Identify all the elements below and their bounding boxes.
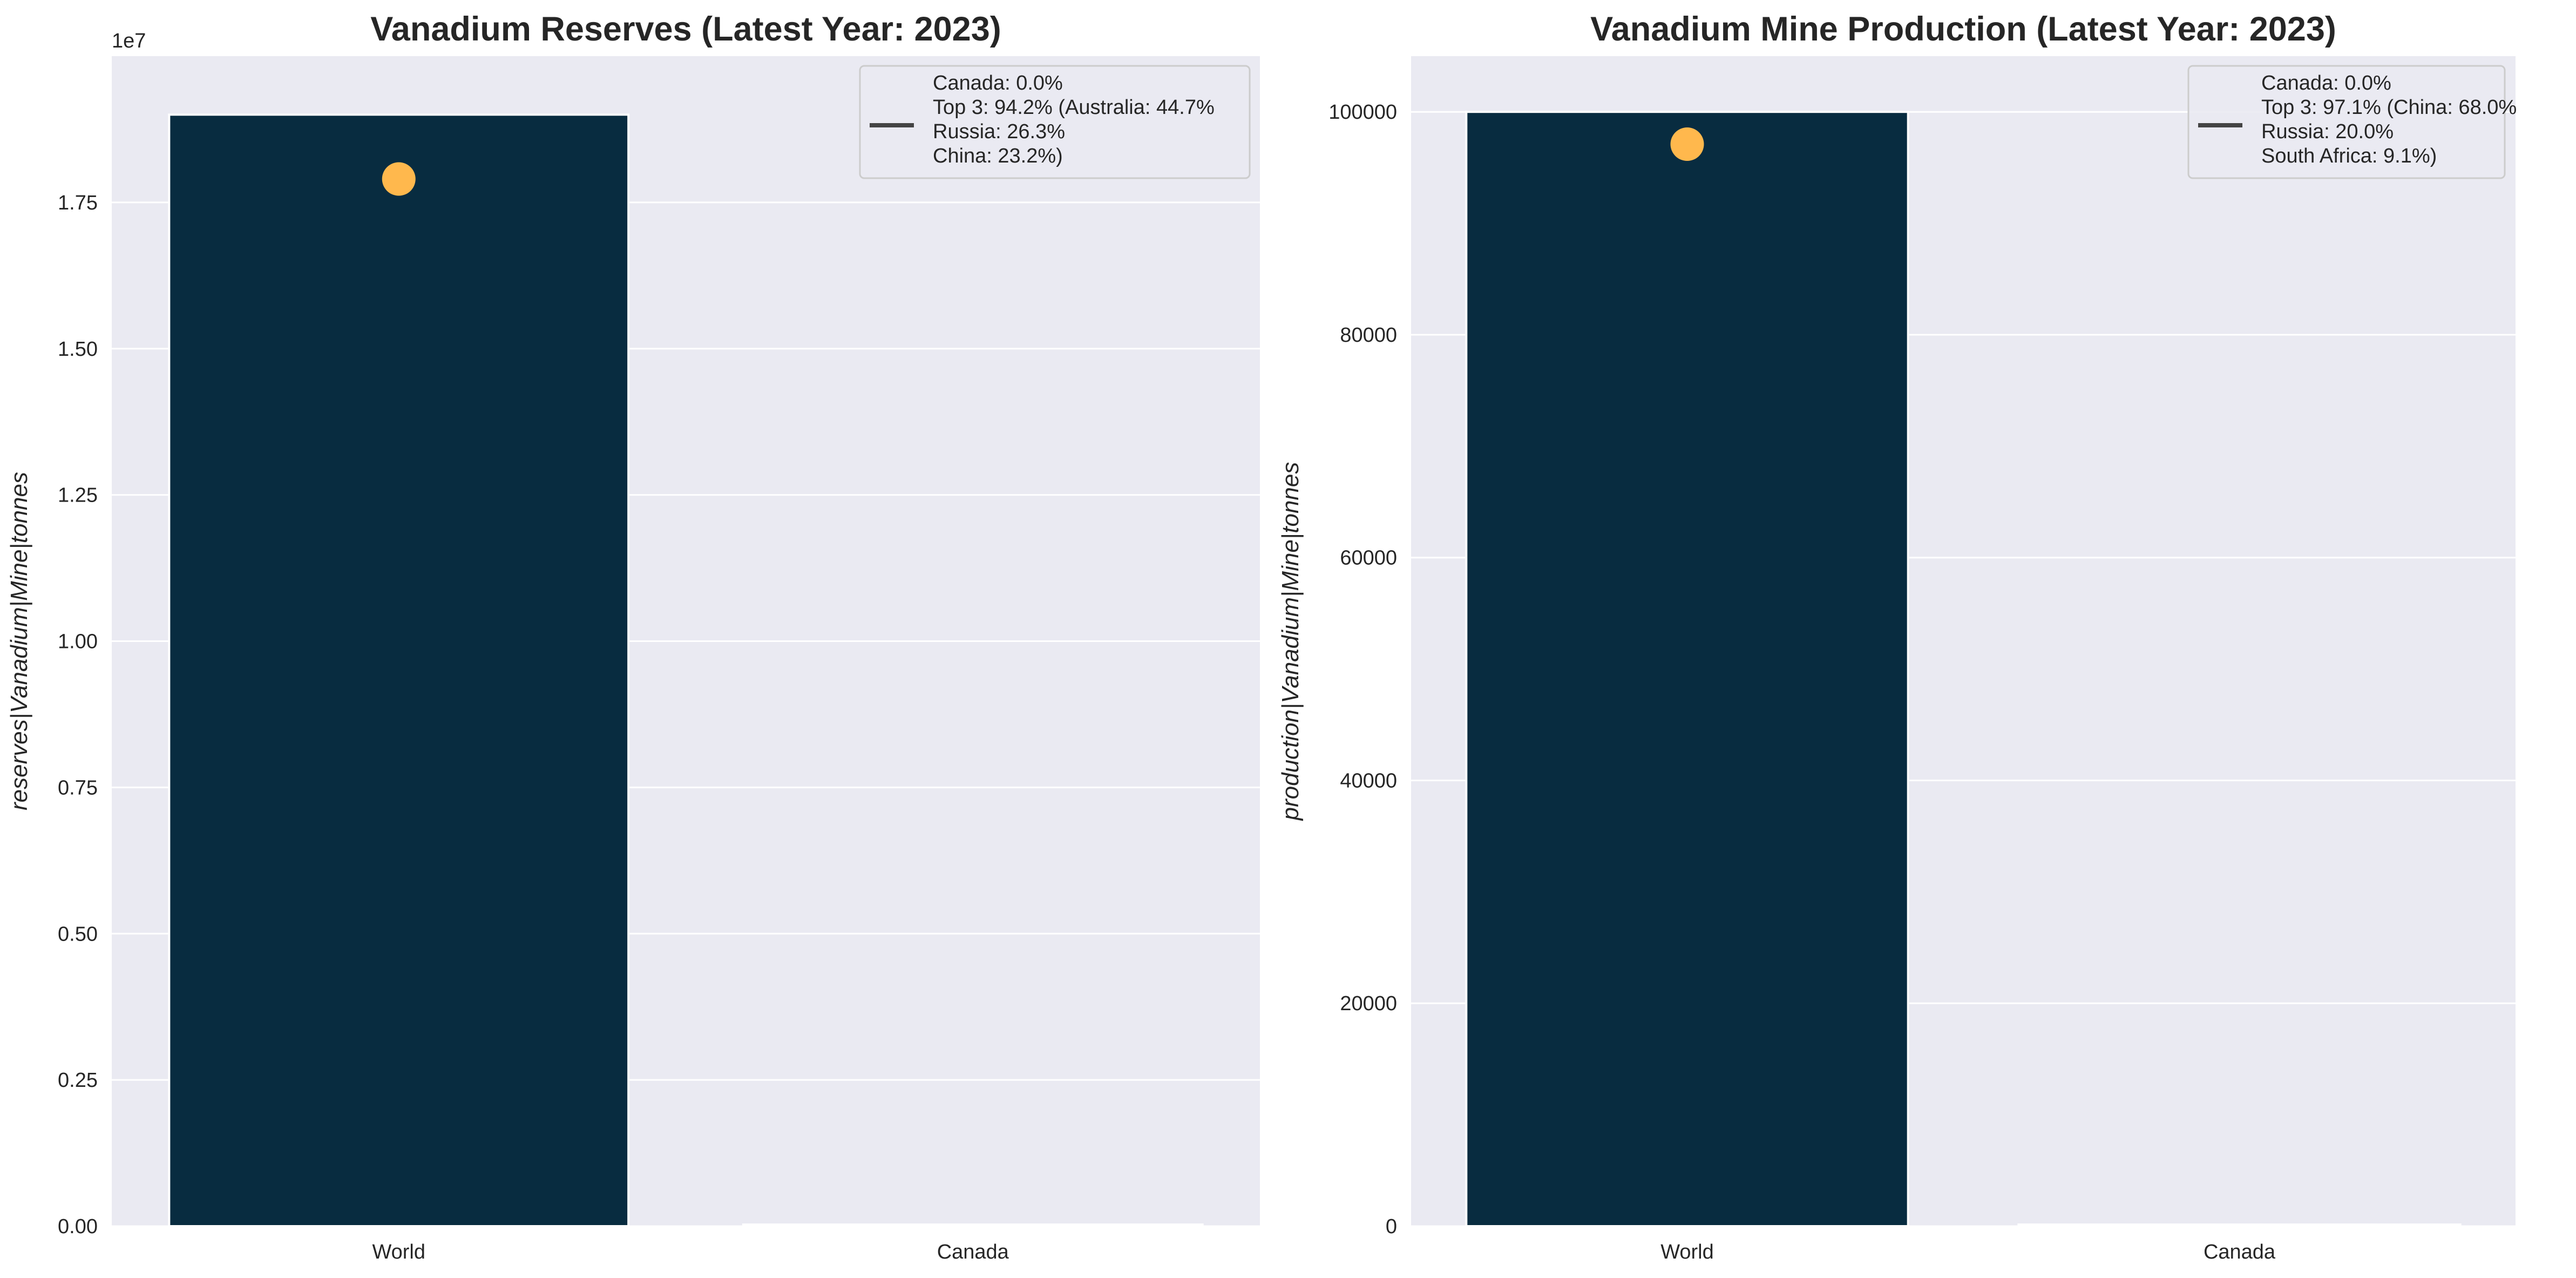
legend: Canada: 0.0%Top 3: 97.1% (China: 68.0%Ru… [2187,65,2517,179]
y-axis-label: reserves|Vanadium|Mine|tonnes [6,472,32,810]
y-tick-label: 1.00 [58,631,98,653]
y-tick-label: 40000 [1340,769,1397,792]
bar-canada [742,1223,1204,1227]
y-offset-label: 1e7 [112,30,146,52]
y-tick-label: 1.75 [58,192,98,214]
bar-world [1465,111,1909,1228]
legend-entry: South Africa: 9.1%) [2261,145,2437,167]
legend: Canada: 0.0%Top 3: 94.2% (Australia: 44.… [859,65,1251,179]
y-tick-label: 0.50 [58,923,98,945]
y-tick-label: 60000 [1340,547,1397,570]
legend-entry: Canada: 0.0% [933,72,1063,94]
y-tick-label: 1.25 [58,484,98,507]
x-tick-label: World [1660,1241,1714,1263]
bar-canada [2017,1223,2462,1227]
x-tick-label: Canada [937,1241,1009,1263]
bar-world [168,113,630,1227]
y-tick-label: 20000 [1340,992,1397,1015]
x-tick-label: Canada [2204,1241,2276,1263]
y-axis-label: production|Vanadium|Mine|tonnes [1277,462,1304,822]
legend-entry: China: 23.2%) [933,145,1063,167]
legend-entry: Canada: 0.0% [2261,72,2391,94]
legend-entry: Top 3: 94.2% (Australia: 44.7% [933,96,1215,119]
x-tick-label: World [372,1241,425,1263]
y-tick-label: 0.00 [58,1215,98,1238]
legend-entry: Top 3: 97.1% (China: 68.0% [2261,96,2517,119]
chart-panel-1: 0.00 0.25 0.50 0.75 1.00 1.25 1.50 1.75 1e7 World… [6,10,1260,1263]
chart-title: Vanadium Mine Production (Latest Year: 2… [1590,10,2336,48]
chart-title: Vanadium Reserves (Latest Year: 2023) [370,10,1001,48]
y-tick-label: 0 [1386,1215,1397,1238]
y-tick-label: 80000 [1340,324,1397,347]
legend-entry: Russia: 20.0% [2261,120,2394,143]
y-tick-label: 1.50 [58,338,98,361]
y-tick-label: 100000 [1328,101,1397,124]
y-tick-label: 0.25 [58,1069,98,1092]
legend-entry: Russia: 26.3% [933,120,1065,143]
marker-point [382,162,416,196]
legend-box [2187,65,2506,179]
marker-point [1670,127,1704,161]
legend-box [859,65,1251,179]
y-tick-label: 0.75 [58,776,98,799]
chart-panel-2: 0 20000 40000 60000 80000 100000 World Canada pr… [1277,10,2517,1263]
